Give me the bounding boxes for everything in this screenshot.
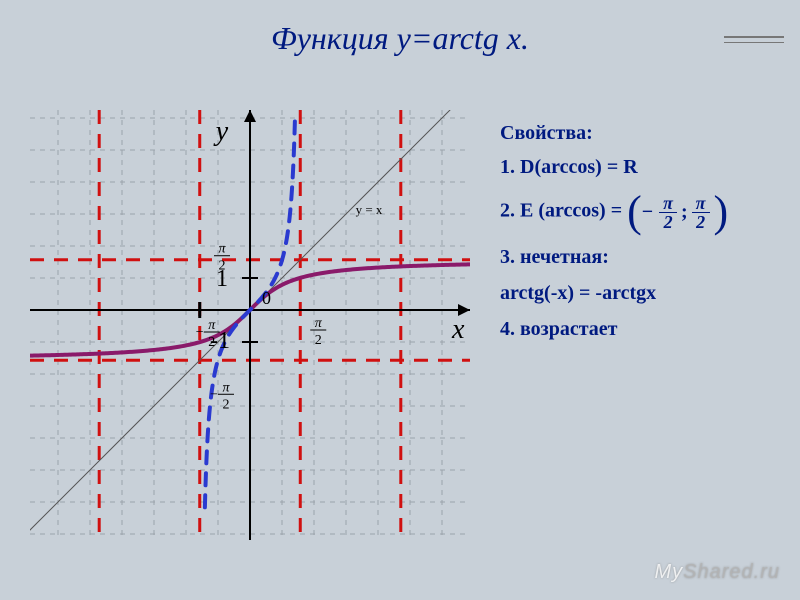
svg-text:2: 2 — [208, 335, 215, 350]
svg-text:−: − — [210, 387, 218, 402]
svg-text:y = x: y = x — [356, 202, 383, 217]
property-1: 1. D(arccos) = R — [500, 154, 790, 180]
property-2-range: ( − π 2 ; π 2 ) — [627, 190, 728, 234]
svg-text:2: 2 — [315, 333, 322, 348]
watermark: MyShared.ru — [654, 561, 780, 584]
svg-text:0: 0 — [262, 288, 271, 308]
watermark-rest: Shared.ru — [683, 561, 780, 583]
page: Функция y=arctg x. yx01-1y = xπ2−π2π2−π2… — [0, 0, 800, 600]
fraction-left: π 2 — [659, 194, 677, 231]
arctan-chart: yx01-1y = xπ2−π2π2−π2 — [30, 110, 470, 540]
fraction-right-den: 2 — [692, 213, 709, 231]
property-4: 4. возрастает — [500, 316, 790, 342]
svg-text:2: 2 — [223, 397, 230, 412]
fraction-left-den: 2 — [660, 213, 677, 231]
svg-text:π: π — [222, 380, 230, 395]
svg-text:y: y — [213, 116, 229, 147]
property-2: 2. E (arccos) = ( − π 2 ; π 2 ) — [500, 190, 790, 234]
svg-text:π: π — [208, 318, 216, 333]
watermark-my: My — [654, 561, 683, 583]
property-2-prefix: 2. E (arccos) = — [500, 200, 622, 222]
fraction-right: π 2 — [692, 194, 710, 231]
left-paren-icon: ( — [627, 190, 642, 234]
property-3a: 3. нечетная: — [500, 244, 790, 270]
svg-text:2: 2 — [219, 259, 226, 274]
fraction-left-num: π — [659, 194, 677, 213]
svg-text:x: x — [451, 314, 465, 345]
right-paren-icon: ) — [714, 190, 729, 234]
decorative-rule — [724, 36, 784, 43]
property-3b: arctg(-x) = -arctgx — [500, 280, 790, 306]
svg-text:π: π — [315, 316, 323, 331]
svg-text:−: − — [196, 325, 204, 340]
properties-panel: Свойства: 1. D(arccos) = R 2. E (arccos)… — [500, 120, 790, 352]
page-title: Функция y=arctg x. — [0, 0, 800, 57]
svg-text:π: π — [218, 242, 226, 257]
fraction-right-num: π — [692, 194, 710, 213]
properties-header: Свойства: — [500, 120, 790, 146]
